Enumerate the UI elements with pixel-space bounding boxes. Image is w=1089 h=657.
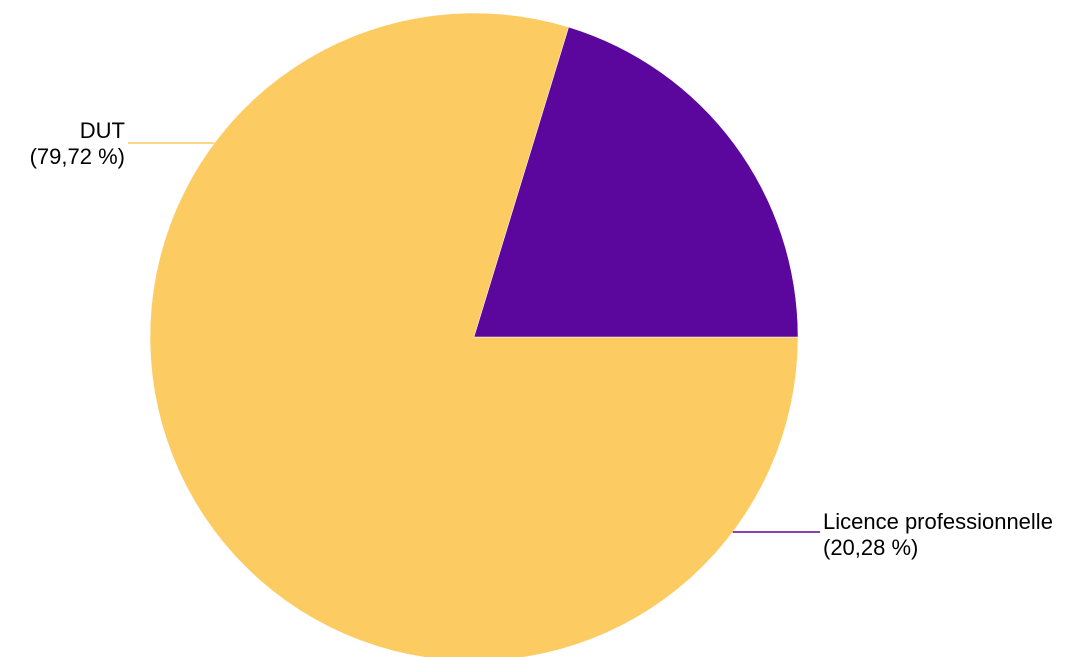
slice-labels: DUT (79,72 %) Licence professionnelle (20,2… (30, 118, 1053, 560)
slice-label-name: DUT (80, 118, 125, 143)
slice-label-dut: DUT (79,72 %) (30, 118, 125, 169)
slice-label-name: Licence professionnelle (823, 509, 1053, 534)
slice-label-percent: (20,28 %) (823, 535, 918, 560)
leader-lines (128, 142, 820, 533)
slice-label-licence-professionnelle: Licence professionnelle (20,28 %) (823, 509, 1053, 560)
pie-slice-dut (149, 12, 799, 657)
pie-slice-licence-professionnelle (473, 26, 799, 338)
pie-slices (149, 12, 799, 657)
slice-label-percent: (79,72 %) (30, 144, 125, 169)
